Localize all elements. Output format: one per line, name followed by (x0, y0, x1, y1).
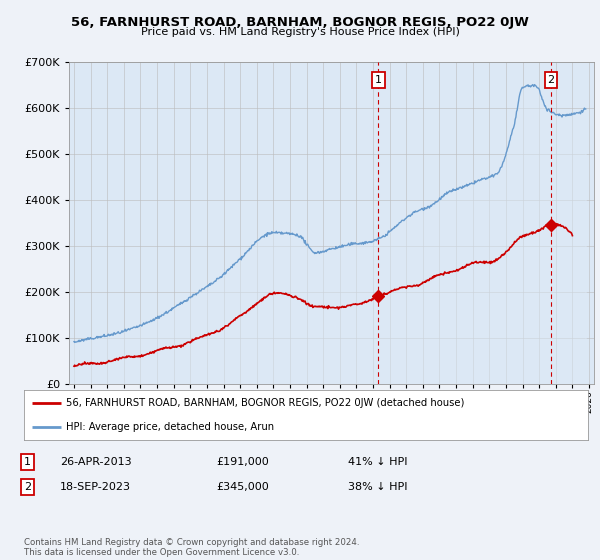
Text: 2: 2 (548, 75, 554, 85)
Text: 56, FARNHURST ROAD, BARNHAM, BOGNOR REGIS, PO22 0JW: 56, FARNHURST ROAD, BARNHAM, BOGNOR REGI… (71, 16, 529, 29)
Text: 38% ↓ HPI: 38% ↓ HPI (348, 482, 407, 492)
Text: 2: 2 (24, 482, 31, 492)
Text: 56, FARNHURST ROAD, BARNHAM, BOGNOR REGIS, PO22 0JW (detached house): 56, FARNHURST ROAD, BARNHAM, BOGNOR REGI… (66, 398, 464, 408)
Text: 26-APR-2013: 26-APR-2013 (60, 457, 131, 467)
Text: Contains HM Land Registry data © Crown copyright and database right 2024.
This d: Contains HM Land Registry data © Crown c… (24, 538, 359, 557)
Text: 41% ↓ HPI: 41% ↓ HPI (348, 457, 407, 467)
Text: 1: 1 (24, 457, 31, 467)
Text: Price paid vs. HM Land Registry's House Price Index (HPI): Price paid vs. HM Land Registry's House … (140, 27, 460, 37)
Text: 1: 1 (375, 75, 382, 85)
Text: £191,000: £191,000 (216, 457, 269, 467)
Text: HPI: Average price, detached house, Arun: HPI: Average price, detached house, Arun (66, 422, 274, 432)
Text: £345,000: £345,000 (216, 482, 269, 492)
Text: 18-SEP-2023: 18-SEP-2023 (60, 482, 131, 492)
